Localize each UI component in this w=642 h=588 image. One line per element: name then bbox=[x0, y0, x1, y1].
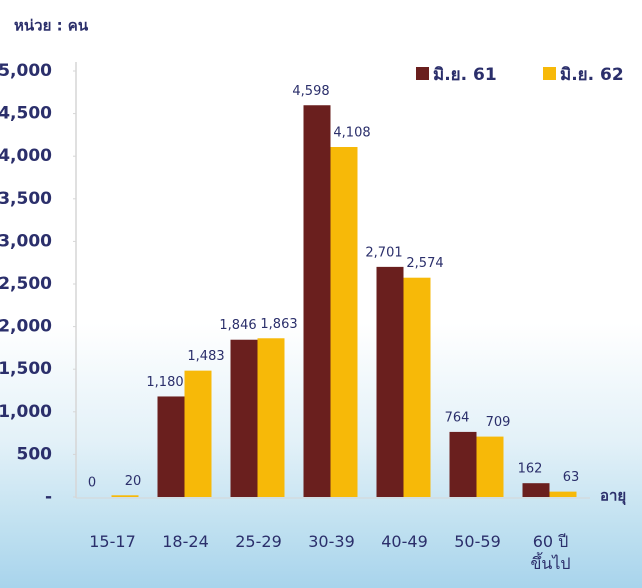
bar bbox=[376, 266, 404, 497]
y-tick-label: 1,000 bbox=[0, 402, 52, 422]
data-label: 709 bbox=[486, 415, 511, 430]
x-tick-label: 18-24 bbox=[162, 532, 209, 551]
y-tick-label: 5,000 bbox=[0, 61, 52, 81]
x-tick-label: 40-49 bbox=[381, 532, 428, 551]
bar bbox=[403, 277, 431, 497]
data-label: 162 bbox=[518, 462, 543, 477]
unit-label: หน่วย : คน bbox=[14, 17, 89, 35]
data-label: 4,108 bbox=[333, 125, 370, 140]
data-label: 1,846 bbox=[219, 318, 256, 333]
x-tick-label: 60 ปี ขึ้นไป bbox=[530, 532, 571, 573]
legend-label: มิ.ย. 62 bbox=[560, 65, 624, 85]
bar bbox=[476, 436, 504, 497]
data-label: 1,483 bbox=[187, 349, 224, 364]
data-label: 4,598 bbox=[292, 84, 329, 99]
bar bbox=[522, 483, 550, 497]
bar bbox=[157, 396, 185, 497]
legend-swatch bbox=[543, 67, 556, 80]
y-tick-label: 4,000 bbox=[0, 146, 52, 166]
y-tick-label: 4,500 bbox=[0, 104, 52, 124]
bar bbox=[449, 431, 477, 497]
y-tick-label: 1,500 bbox=[0, 359, 52, 379]
bar bbox=[303, 105, 331, 497]
bar bbox=[230, 339, 258, 497]
data-label: 20 bbox=[125, 474, 142, 489]
x-tick-label: 50-59 bbox=[454, 532, 501, 551]
x-tick-label: 25-29 bbox=[235, 532, 282, 551]
y-tick-label: 3,500 bbox=[0, 189, 52, 209]
x-tick-label: 30-39 bbox=[308, 532, 355, 551]
y-tick-label: - bbox=[45, 487, 52, 507]
data-label: 1,863 bbox=[260, 317, 297, 332]
data-label: 2,701 bbox=[365, 245, 402, 260]
data-label: 1,180 bbox=[146, 375, 183, 390]
data-label: 63 bbox=[563, 470, 580, 485]
data-label: 0 bbox=[88, 476, 96, 491]
x-axis-label: อายุ bbox=[600, 487, 626, 506]
legend-label: มิ.ย. 61 bbox=[433, 65, 497, 85]
y-tick-label: 2,000 bbox=[0, 317, 52, 337]
legend-swatch bbox=[416, 67, 429, 80]
bar bbox=[330, 146, 358, 497]
y-tick-label: 2,500 bbox=[0, 274, 52, 294]
bar bbox=[257, 338, 285, 497]
x-tick-label: 15-17 bbox=[89, 532, 136, 551]
data-label: 2,574 bbox=[406, 256, 443, 271]
bar bbox=[184, 370, 212, 497]
y-tick-label: 3,000 bbox=[0, 231, 52, 251]
bar bbox=[549, 491, 577, 497]
bar bbox=[111, 495, 139, 497]
data-label: 764 bbox=[445, 410, 470, 425]
y-tick-label: 500 bbox=[17, 444, 53, 464]
